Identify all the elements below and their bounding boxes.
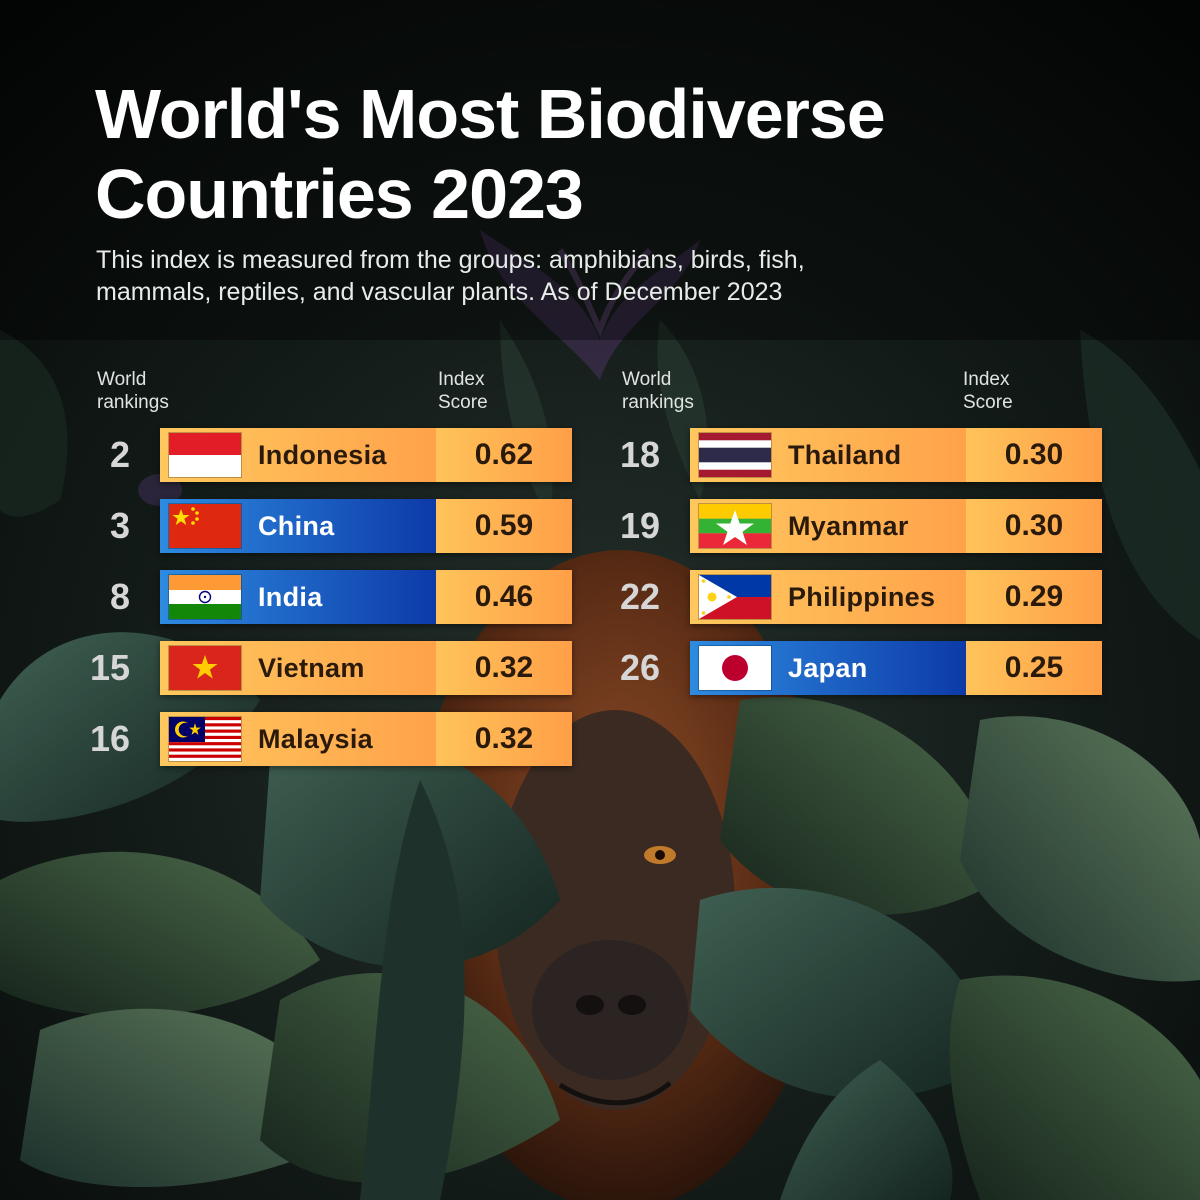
subtitle-line: mammals, reptiles, and vascular plants. … — [96, 278, 783, 306]
ranking-row-myanmar: 19 Myanmar 0.30 — [590, 499, 1110, 553]
ranking-row-japan: 26 Japan 0.25 — [590, 641, 1110, 695]
rankings-label-line: World — [622, 369, 672, 390]
country-name: China — [258, 510, 335, 541]
index-score: 0.32 — [436, 641, 572, 695]
rank-number: 19 — [619, 505, 660, 546]
vietnam-flag-icon — [169, 646, 241, 690]
right-score-label: Index Score — [963, 368, 1013, 414]
myanmar-flag-icon — [699, 504, 771, 548]
rank-number: 2 — [109, 434, 130, 475]
index-score: 0.25 — [966, 641, 1102, 695]
country-name: India — [258, 581, 323, 612]
ranking-row-malaysia: 16 — [60, 712, 580, 766]
indonesia-flag-icon — [169, 433, 241, 477]
country-cell: Vietnam — [160, 641, 436, 695]
ranking-row-india: 8 India 0.46 — [60, 570, 580, 624]
country-name: Malaysia — [258, 723, 373, 754]
country-cell: Thailand — [690, 428, 966, 482]
right-rankings-label: World rankings — [622, 368, 694, 414]
page-title: World's Most Biodiverse Countries 2023 — [95, 74, 1155, 234]
score-label-line: Score — [963, 392, 1013, 413]
philippines-flag-icon — [699, 575, 771, 619]
ranking-row-vietnam: 15 Vietnam 0.32 — [60, 641, 580, 695]
rank-number: 3 — [109, 505, 130, 546]
china-flag-icon — [169, 504, 241, 548]
score-label-line: Score — [438, 392, 488, 413]
country-bar: Japan 0.25 — [690, 641, 1102, 695]
country-bar: Philippines 0.29 — [690, 570, 1102, 624]
score-label-line: Index — [438, 369, 485, 390]
thailand-flag-icon — [699, 433, 771, 477]
country-bar: Malaysia 0.32 — [160, 712, 572, 766]
rank-number: 22 — [619, 576, 660, 617]
ranking-row-indonesia: 2 Indonesia 0.62 — [60, 428, 580, 482]
rankings-label-line: rankings — [622, 392, 694, 413]
index-score: 0.46 — [436, 570, 572, 624]
title-line: World's Most Biodiverse — [95, 75, 886, 153]
country-cell: Philippines — [690, 570, 966, 624]
page-subtitle: This index is measured from the groups: … — [96, 244, 1096, 308]
left-score-label: Index Score — [438, 368, 488, 414]
country-cell: Malaysia — [160, 712, 436, 766]
country-bar: Thailand 0.30 — [690, 428, 1102, 482]
japan-flag-icon — [699, 646, 771, 690]
title-line: Countries 2023 — [95, 155, 584, 233]
index-score: 0.30 — [966, 499, 1102, 553]
rankings-label-line: World — [97, 369, 147, 390]
country-cell: Indonesia — [160, 428, 436, 482]
country-name: Vietnam — [258, 652, 365, 683]
country-name: Indonesia — [258, 439, 387, 470]
ranking-row-china: 3 China 0.59 — [60, 499, 580, 553]
country-cell: Myanmar — [690, 499, 966, 553]
country-cell: Japan — [690, 641, 966, 695]
ranking-row-philippines: 22 Philippines 0.29 — [590, 570, 1110, 624]
rank-number: 16 — [89, 718, 130, 759]
country-cell: China — [160, 499, 436, 553]
rankings-label-line: rankings — [97, 392, 169, 413]
country-name: Japan — [788, 652, 868, 683]
score-label-line: Index — [963, 369, 1010, 390]
index-score: 0.32 — [436, 712, 572, 766]
country-bar: Vietnam 0.32 — [160, 641, 572, 695]
country-bar: Indonesia 0.62 — [160, 428, 572, 482]
malaysia-flag-icon — [169, 717, 241, 761]
country-bar: Myanmar 0.30 — [690, 499, 1102, 553]
left-rankings-label: World rankings — [97, 368, 169, 414]
country-name: Myanmar — [788, 510, 909, 541]
india-flag-icon — [169, 575, 241, 619]
country-name: Philippines — [788, 581, 936, 612]
rank-number: 8 — [109, 576, 130, 617]
subtitle-line: This index is measured from the groups: … — [96, 246, 805, 274]
country-bar: China 0.59 — [160, 499, 572, 553]
ranking-row-thailand: 18 Thailand 0.30 — [590, 428, 1110, 482]
country-bar: India 0.46 — [160, 570, 572, 624]
index-score: 0.59 — [436, 499, 572, 553]
index-score: 0.29 — [966, 570, 1102, 624]
index-score: 0.30 — [966, 428, 1102, 482]
rank-number: 26 — [619, 647, 660, 688]
rank-number: 15 — [89, 647, 130, 688]
rank-number: 18 — [619, 434, 660, 475]
country-cell: India — [160, 570, 436, 624]
index-score: 0.62 — [436, 428, 572, 482]
country-name: Thailand — [788, 439, 902, 470]
